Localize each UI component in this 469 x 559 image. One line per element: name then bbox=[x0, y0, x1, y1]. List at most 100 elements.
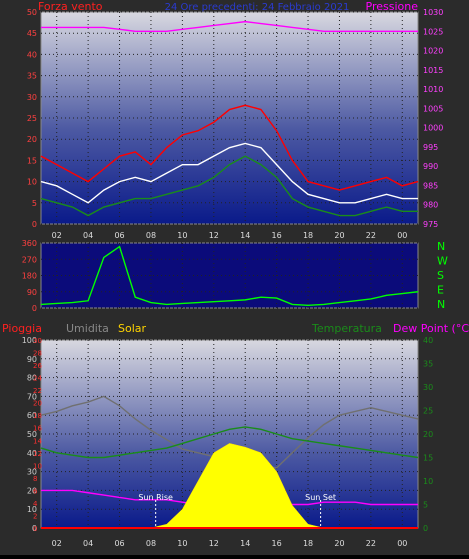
series-gust-line bbox=[40, 104, 419, 191]
x-tick-label: 14 bbox=[240, 539, 250, 548]
x-tick-label: 20 bbox=[334, 539, 344, 548]
x-tick-label: 10 bbox=[177, 539, 187, 548]
x-tick-label: 00 bbox=[397, 231, 407, 240]
y2-tick-label: 1005 bbox=[423, 104, 443, 113]
x-tick-label: 04 bbox=[83, 231, 93, 240]
x-tick-label: 22 bbox=[366, 231, 376, 240]
compass-label: E bbox=[437, 284, 444, 297]
temperature-axis-title: Temperatura bbox=[311, 322, 382, 335]
compass-label: N bbox=[437, 240, 445, 253]
x-tick-label: 02 bbox=[52, 231, 62, 240]
rain-tick-label: 2 bbox=[33, 512, 37, 520]
rain-tick-label: 28 bbox=[33, 350, 42, 358]
dewpoint-axis-title: Dew Point (°C) bbox=[393, 322, 469, 335]
y-tick-label: 25 bbox=[27, 114, 37, 123]
y-tick-label: 360 bbox=[22, 239, 37, 248]
x-tick-label: 02 bbox=[52, 539, 62, 548]
y-tick-label: 0 bbox=[32, 524, 37, 533]
x-tick-label: 04 bbox=[83, 539, 93, 548]
y-tick-label: 50 bbox=[27, 8, 37, 17]
x-tick-label: 20 bbox=[334, 231, 344, 240]
rain-tick-label: 0 bbox=[33, 525, 37, 533]
x-tick-label: 08 bbox=[146, 539, 156, 548]
y2-tick-label: 10 bbox=[423, 477, 433, 486]
x-tick-label: 18 bbox=[303, 231, 313, 240]
y2-tick-label: 30 bbox=[423, 383, 433, 392]
y2-tick-label: 25 bbox=[423, 407, 433, 416]
rain-tick-label: 4 bbox=[33, 500, 38, 508]
y-tick-label: 70 bbox=[27, 392, 37, 401]
x-tick-label: 22 bbox=[366, 539, 376, 548]
y-tick-label: 10 bbox=[27, 505, 37, 514]
y2-tick-label: 40 bbox=[423, 336, 433, 345]
y2-tick-label: 975 bbox=[423, 220, 438, 229]
compass-label: W bbox=[437, 255, 448, 268]
y-tick-label: 10 bbox=[27, 178, 37, 187]
chart-title: 24 Ore precedenti: 24 Febbraio 2021 bbox=[165, 2, 350, 13]
x-tick-label: 12 bbox=[209, 539, 219, 548]
rain-tick-label: 18 bbox=[33, 412, 42, 420]
x-tick-label: 16 bbox=[272, 231, 282, 240]
y-tick-label: 40 bbox=[27, 449, 37, 458]
solar-axis-title: Solar bbox=[118, 322, 147, 335]
compass-label: S bbox=[437, 269, 444, 282]
rain-tick-label: 14 bbox=[33, 437, 42, 445]
y2-tick-label: 1010 bbox=[423, 85, 443, 94]
y-tick-label: 20 bbox=[27, 486, 37, 495]
y-tick-label: 60 bbox=[27, 411, 37, 420]
series-avg-line bbox=[40, 155, 418, 217]
y-tick-label: 0 bbox=[32, 304, 37, 313]
rain-tick-label: 10 bbox=[33, 462, 42, 470]
y-tick-label: 80 bbox=[27, 374, 37, 383]
y-tick-label: 20 bbox=[27, 135, 37, 144]
y-tick-label: 180 bbox=[22, 272, 37, 281]
y2-tick-label: 5 bbox=[423, 501, 428, 510]
y-tick-label: 30 bbox=[27, 468, 37, 477]
series-direction-line bbox=[40, 245, 419, 306]
y-tick-label: 5 bbox=[32, 199, 37, 208]
series-temperature-line bbox=[40, 426, 419, 459]
y-tick-label: 90 bbox=[27, 288, 37, 297]
y2-tick-label: 995 bbox=[423, 143, 438, 152]
sunrise-label: Sun Rise bbox=[138, 493, 173, 502]
rain-axis-title: Pioggia bbox=[2, 322, 42, 335]
y-tick-label: 100 bbox=[22, 336, 37, 345]
y2-tick-label: 1025 bbox=[423, 27, 443, 36]
x-tick-label: 18 bbox=[303, 539, 313, 548]
rain-tick-label: 12 bbox=[33, 450, 42, 458]
wind-axis-title: Forza vento bbox=[38, 0, 103, 13]
compass-label: N bbox=[437, 298, 445, 311]
y2-tick-label: 1020 bbox=[423, 47, 443, 56]
rain-tick-label: 16 bbox=[33, 425, 42, 433]
y-tick-label: 50 bbox=[27, 430, 37, 439]
y-tick-label: 90 bbox=[27, 355, 37, 364]
humidity-axis-title: Umidita bbox=[66, 322, 109, 335]
y2-tick-label: 1000 bbox=[423, 124, 443, 133]
x-tick-label: 08 bbox=[146, 231, 156, 240]
y2-tick-label: 1015 bbox=[423, 66, 443, 75]
rain-tick-label: 6 bbox=[33, 487, 38, 495]
x-tick-label: 10 bbox=[177, 231, 187, 240]
x-tick-label: 16 bbox=[272, 539, 282, 548]
y2-tick-label: 980 bbox=[423, 201, 438, 210]
x-tick-label: 00 bbox=[397, 539, 407, 548]
y-tick-label: 45 bbox=[27, 29, 37, 38]
rain-tick-label: 20 bbox=[33, 400, 42, 408]
pressure-axis-title: Pressione bbox=[366, 0, 419, 13]
y2-tick-label: 15 bbox=[423, 454, 433, 463]
y2-tick-label: 0 bbox=[423, 524, 428, 533]
series-speed-line bbox=[40, 142, 418, 204]
y2-tick-label: 985 bbox=[423, 181, 438, 190]
y2-tick-label: 35 bbox=[423, 360, 433, 369]
series-pressure-line bbox=[41, 20, 418, 32]
rain-tick-label: 22 bbox=[33, 387, 42, 395]
x-tick-label: 14 bbox=[240, 231, 250, 240]
y-tick-label: 35 bbox=[27, 72, 37, 81]
x-tick-label: 06 bbox=[114, 231, 124, 240]
sunset-label: Sun Set bbox=[305, 493, 336, 502]
y-tick-label: 40 bbox=[27, 50, 37, 59]
y2-tick-label: 20 bbox=[423, 430, 433, 439]
y-tick-label: 0 bbox=[32, 220, 37, 229]
